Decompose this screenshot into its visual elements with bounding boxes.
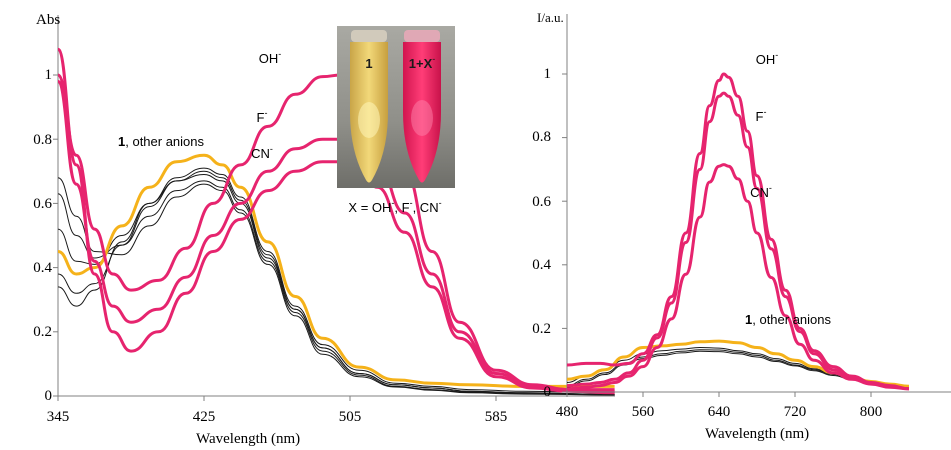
x-tick-label: 480 <box>556 404 579 420</box>
vial-label-probe-anion: 1+X- <box>409 54 436 71</box>
y-tick-label: 0 <box>544 384 552 400</box>
tick-marks <box>53 74 497 401</box>
vial-cap <box>351 30 387 42</box>
f-label: F- <box>756 107 767 124</box>
anion-spectrum-line <box>56 79 615 393</box>
y-tick-label: 0 <box>45 388 53 404</box>
y-tick-label: 0.2 <box>532 321 551 337</box>
oh-label: OH- <box>259 49 282 66</box>
absorption-panel: Abs Wavelength (nm) 1 0.8 0.6 0.4 0.2 0 … <box>33 12 615 447</box>
other-anion-spectrum-line <box>57 177 615 396</box>
x-axis-label: Wavelength (nm) <box>196 431 300 447</box>
x-tick-label: 560 <box>632 404 655 420</box>
f-label: F- <box>257 108 268 125</box>
other-anion-spectrum-line <box>57 167 615 394</box>
x-axis-label: Wavelength (nm) <box>705 426 809 442</box>
anion-spectrum-line <box>56 47 615 395</box>
cn-label: CN- <box>251 144 273 161</box>
y-axis-label: I/a.u. <box>537 10 564 25</box>
x-tick-label: 425 <box>193 409 216 425</box>
pink-vial <box>403 42 441 183</box>
probe-label: 1, other anions <box>118 134 205 149</box>
spectral-series <box>56 47 615 396</box>
x-tick-label: 720 <box>784 404 807 420</box>
y-tick-label: 1 <box>544 66 552 82</box>
emission-panel: I/a.u. Wavelength (nm) 1 0.8 0.6 0.4 0.2… <box>532 10 951 442</box>
other-anion-spectrum-line <box>57 174 615 395</box>
y-tick-label: 0.6 <box>532 194 551 210</box>
anion-spectrum-line <box>56 73 615 392</box>
anion-spectrum-line <box>566 91 910 391</box>
anion-spectrum-line <box>566 72 910 391</box>
probe-spectrum-line <box>57 153 615 388</box>
vial-highlight <box>411 100 433 136</box>
probe-label: 1, other anions <box>745 312 832 327</box>
tick-marks <box>562 73 872 397</box>
x-tick-label: 640 <box>708 404 731 420</box>
inset-caption: X = OH-, F-, CN- <box>348 198 441 215</box>
y-tick-label: 0.4 <box>532 257 551 273</box>
cn-label: CN- <box>750 183 772 200</box>
x-tick-label: 585 <box>485 409 508 425</box>
oh-label: OH- <box>756 50 779 67</box>
x-tick-label: 345 <box>47 409 70 425</box>
vial-photo: 1 1+X- <box>337 26 455 188</box>
spectral-series <box>566 72 910 391</box>
vial-highlight <box>358 102 380 138</box>
y-tick-label: 0.2 <box>33 324 52 340</box>
x-tick-label: 800 <box>860 404 883 420</box>
vial-cap <box>404 30 440 42</box>
x-tick-label: 505 <box>339 409 362 425</box>
vial-label-probe: 1 <box>365 56 372 71</box>
other-anion-spectrum-line <box>57 180 615 396</box>
y-tick-label: 0.6 <box>33 196 52 212</box>
y-tick-label: 0.4 <box>33 260 52 276</box>
y-tick-label: 1 <box>45 67 53 83</box>
y-tick-label: 0.8 <box>532 129 551 145</box>
y-tick-label: 0.8 <box>33 132 52 148</box>
anion-spectrum-line <box>566 163 910 391</box>
y-axis-label: Abs <box>36 12 60 28</box>
